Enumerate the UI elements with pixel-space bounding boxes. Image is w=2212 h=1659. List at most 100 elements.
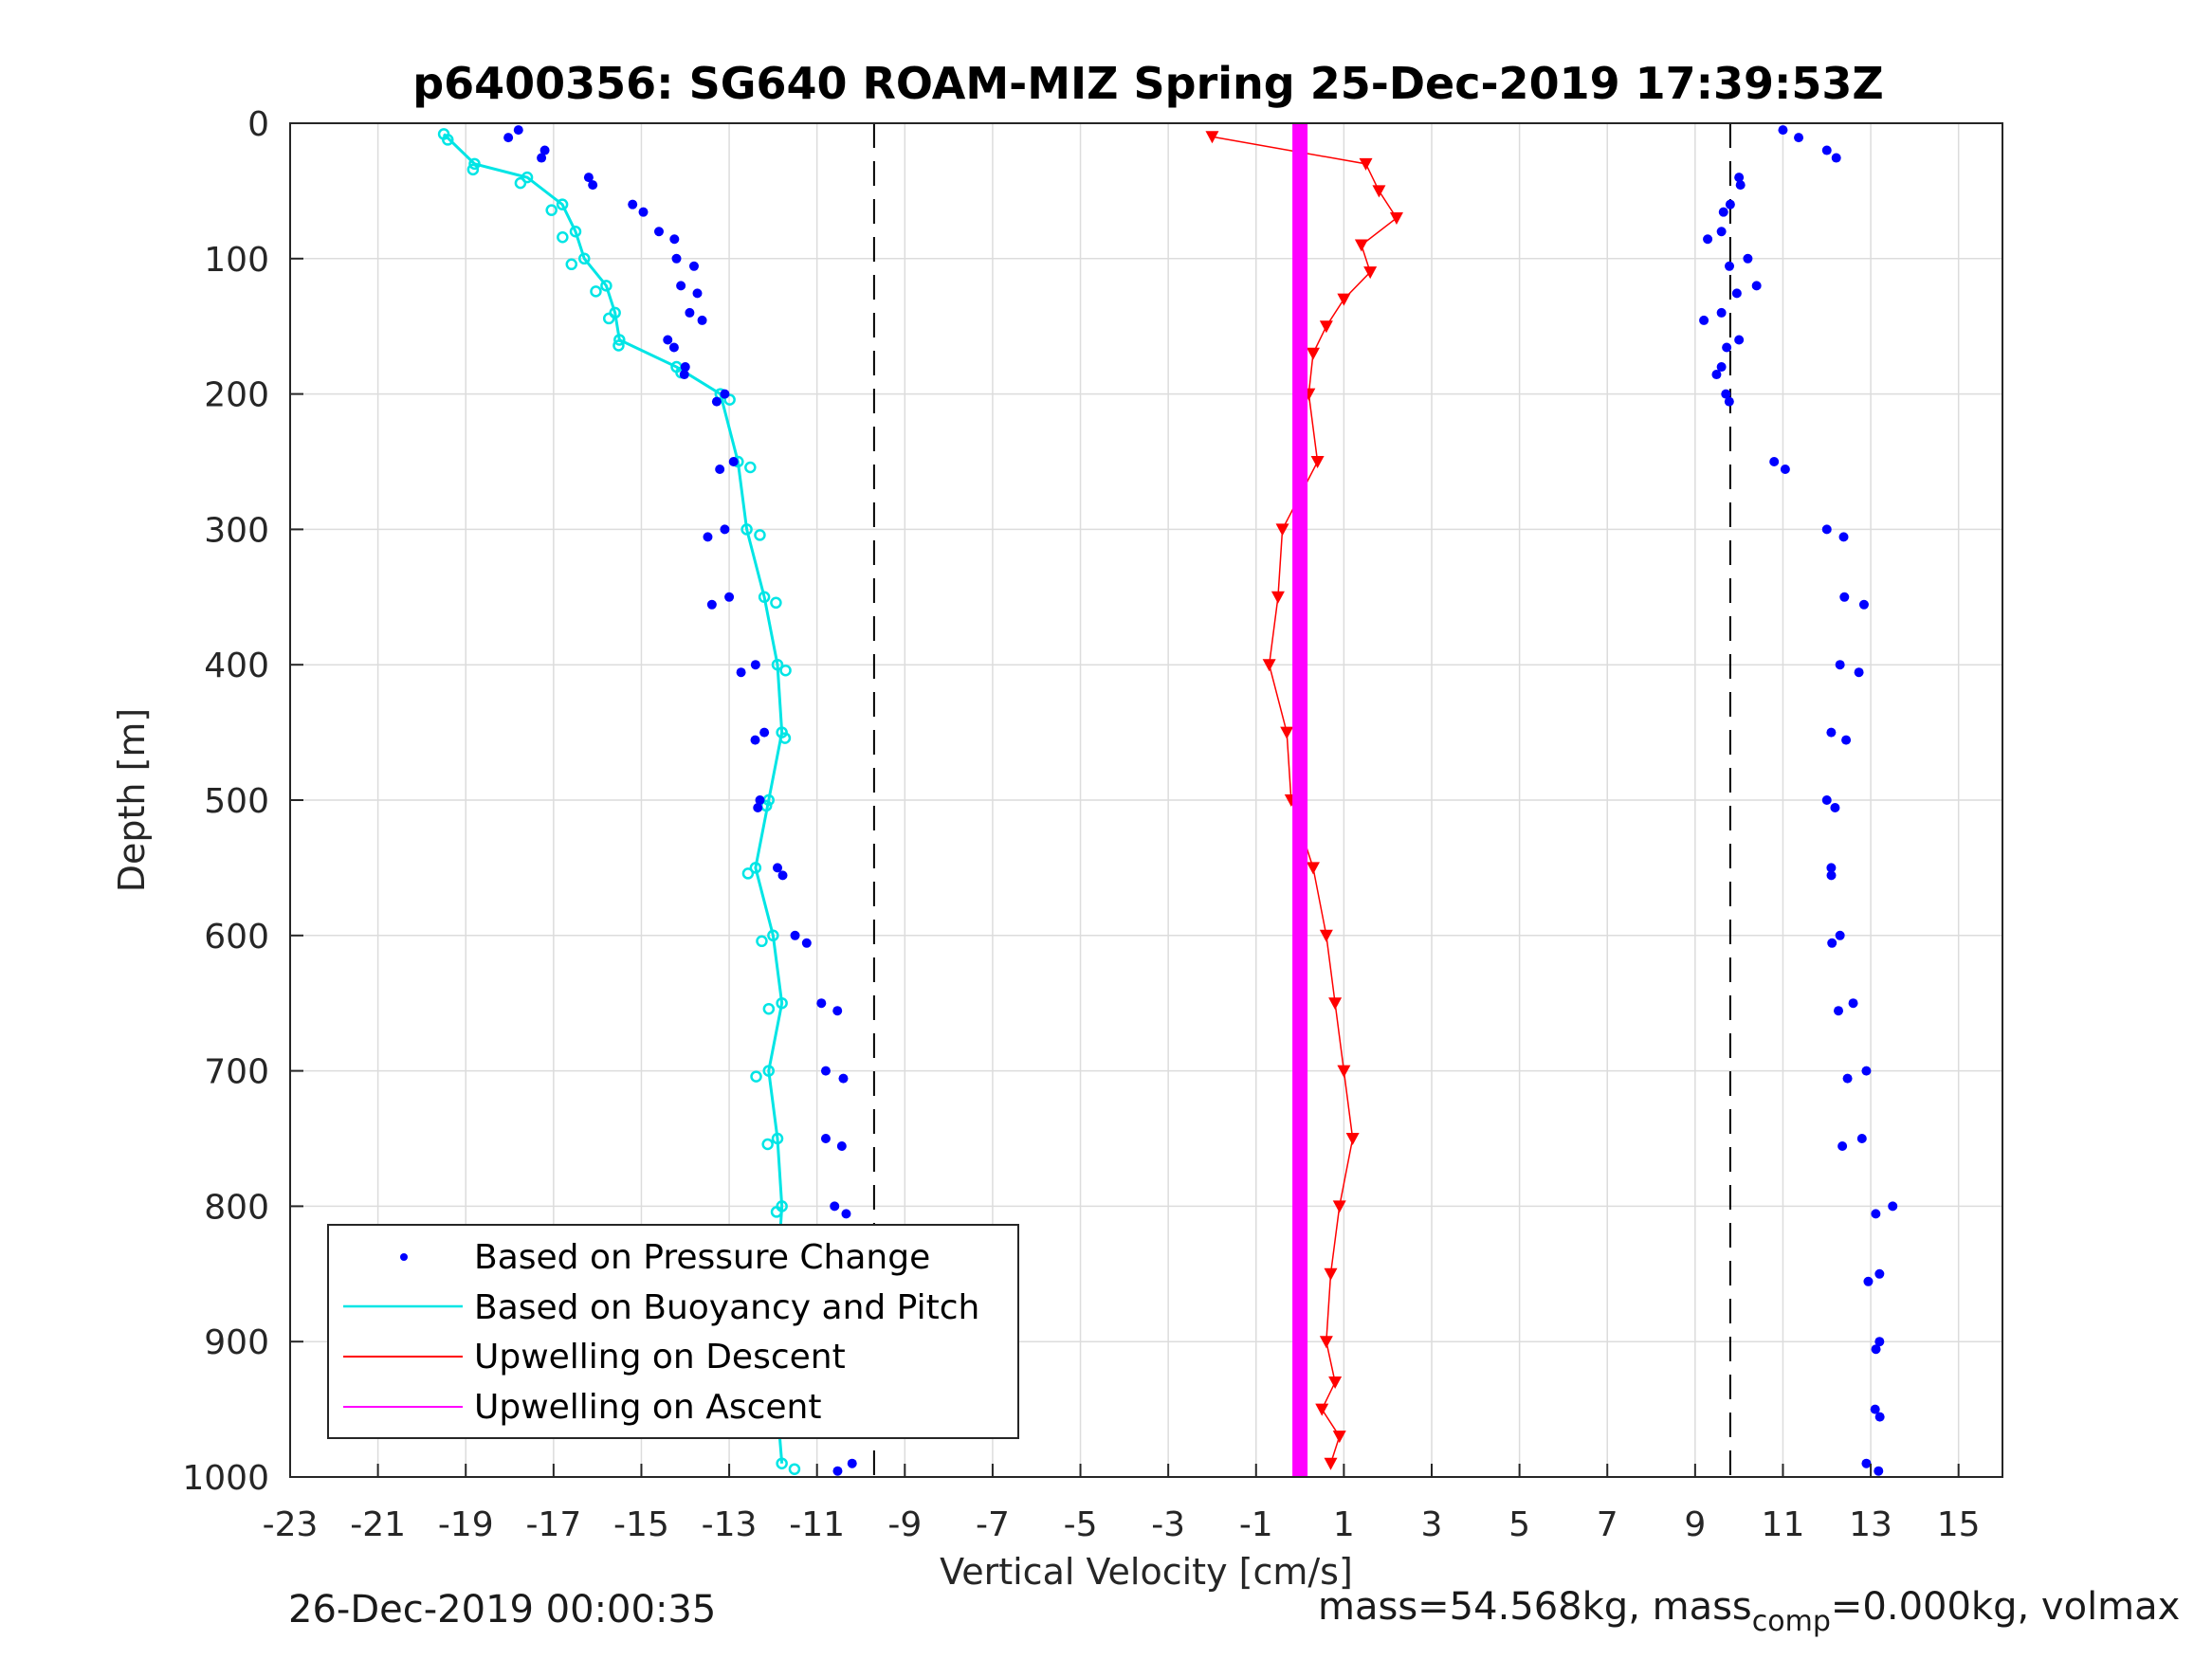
pressure-point-descent: [697, 315, 707, 325]
pressure-point-descent: [669, 234, 680, 245]
pressure-point-descent: [759, 727, 770, 738]
y-tick-label: 500: [204, 782, 269, 821]
pressure-point-descent: [692, 288, 703, 299]
legend: Based on Pressure Change Based on Buoyan…: [327, 1224, 1019, 1439]
pressure-point-descent: [832, 1006, 843, 1016]
y-tick-label: 700: [204, 1053, 269, 1092]
legend-marker-pressure: [400, 1253, 408, 1261]
descent-point: [1319, 1336, 1333, 1349]
pressure-point-ascent: [1724, 396, 1734, 407]
x-tick-label: -21: [350, 1505, 406, 1544]
pressure-point-descent: [676, 281, 686, 291]
buoyancy-point: [569, 225, 582, 238]
pressure-point-descent: [711, 396, 722, 407]
pressure-point-ascent: [1841, 735, 1852, 745]
y-tick-label: 800: [204, 1188, 269, 1227]
pressure-point-descent: [537, 153, 547, 163]
pressure-point-ascent: [1722, 342, 1732, 353]
pressure-point-ascent: [1721, 389, 1731, 399]
x-tick-label: -1: [1239, 1505, 1273, 1544]
pressure-point-ascent: [1716, 227, 1727, 237]
descent-point: [1319, 320, 1333, 334]
pressure-point-ascent: [1769, 457, 1780, 466]
pressure-point-descent: [628, 199, 638, 210]
pressure-point-ascent: [1830, 803, 1840, 812]
pressure-point-ascent: [1821, 145, 1832, 155]
x-tick-label: -7: [976, 1505, 1010, 1544]
buoyancy-point: [565, 258, 578, 271]
pressure-point-ascent: [1827, 938, 1837, 948]
pressure-point-ascent: [1735, 180, 1746, 191]
descent-point: [1306, 862, 1320, 875]
buoyancy-point: [771, 1132, 784, 1145]
pressure-point-descent: [663, 335, 673, 345]
descent-point: [1205, 131, 1219, 144]
pressure-point-descent: [750, 735, 760, 745]
descent-point: [1306, 347, 1320, 360]
pressure-point-ascent: [1838, 532, 1849, 542]
descent-point: [1280, 726, 1294, 739]
y-tick-label: 1000: [182, 1459, 269, 1498]
pressure-point-descent: [753, 803, 763, 812]
descent-point: [1328, 1376, 1343, 1390]
pressure-point-ascent: [1874, 1337, 1885, 1347]
buoyancy-point: [779, 664, 792, 677]
pressure-point-ascent: [1854, 667, 1864, 678]
pressure-point-descent: [720, 389, 730, 399]
descent-point: [1310, 456, 1325, 468]
pressure-point-ascent: [1821, 795, 1832, 805]
x-tick-label: 11: [1762, 1505, 1805, 1544]
x-tick-label: -13: [702, 1505, 758, 1544]
descent-point: [1332, 1200, 1346, 1213]
pressure-point-descent: [503, 133, 514, 143]
x-tick-label: -17: [525, 1505, 581, 1544]
pressure-point-descent: [671, 253, 682, 264]
buoyancy-point: [770, 1206, 783, 1218]
pressure-point-descent: [583, 173, 594, 183]
y-tick-label: 400: [204, 647, 269, 685]
pressure-point-descent: [638, 207, 649, 217]
descent-point: [1271, 591, 1285, 604]
pressure-point-descent: [836, 1141, 847, 1151]
pressure-point-descent: [679, 370, 689, 380]
x-tick-label: -5: [1064, 1505, 1098, 1544]
pressure-point-ascent: [1848, 998, 1858, 1009]
pressure-point-ascent: [1826, 870, 1837, 881]
buoyancy-point: [771, 658, 784, 671]
pressure-point-descent: [680, 362, 690, 373]
pressure-point-ascent: [1778, 125, 1788, 136]
descent-point: [1345, 1133, 1360, 1145]
x-tick-label: -3: [1151, 1505, 1185, 1544]
x-tick-label: 15: [1937, 1505, 1981, 1544]
pressure-point-ascent: [1725, 261, 1735, 271]
pressure-point-descent: [773, 863, 783, 873]
x-axis-label: Vertical Velocity [cm/s]: [940, 1551, 1353, 1593]
pressure-point-ascent: [1856, 1134, 1867, 1143]
pressure-point-ascent: [1780, 465, 1790, 474]
pressure-point-ascent: [1718, 207, 1728, 217]
pressure-point-ascent: [1870, 1404, 1880, 1414]
buoyancy-point: [762, 1002, 776, 1015]
legend-label-descent: Upwelling on Descent: [474, 1338, 846, 1376]
pressure-point-ascent: [1842, 1073, 1853, 1084]
buoyancy-point: [744, 461, 757, 474]
y-tick-label: 0: [247, 105, 269, 144]
pressure-point-ascent: [1826, 727, 1837, 738]
buoyancy-point: [602, 312, 615, 325]
footer-mass-text-end: =0.000kg, volmax: [1830, 1585, 2181, 1629]
x-tick-label: 7: [1597, 1505, 1618, 1544]
pressure-point-ascent: [1839, 592, 1850, 602]
buoyancy-point: [788, 1463, 801, 1475]
chart-title: p6400356: SG640 ROAM-MIZ Spring 25-Dec-2…: [412, 58, 1884, 109]
pressure-point-descent: [750, 660, 760, 670]
pressure-point-ascent: [1861, 1458, 1872, 1468]
pressure-point-ascent: [1743, 253, 1753, 264]
footer-mass-info: mass=54.568kg, masscomp=0.000kg, volmax: [1318, 1585, 2180, 1638]
buoyancy-point: [754, 529, 766, 541]
legend-label-pressure: Based on Pressure Change: [474, 1238, 930, 1277]
pressure-point-descent: [830, 1201, 840, 1212]
pressure-point-ascent: [1716, 307, 1727, 318]
pressure-point-descent: [706, 599, 717, 610]
pressure-point-descent: [790, 930, 800, 940]
x-tick-label: 1: [1333, 1505, 1355, 1544]
